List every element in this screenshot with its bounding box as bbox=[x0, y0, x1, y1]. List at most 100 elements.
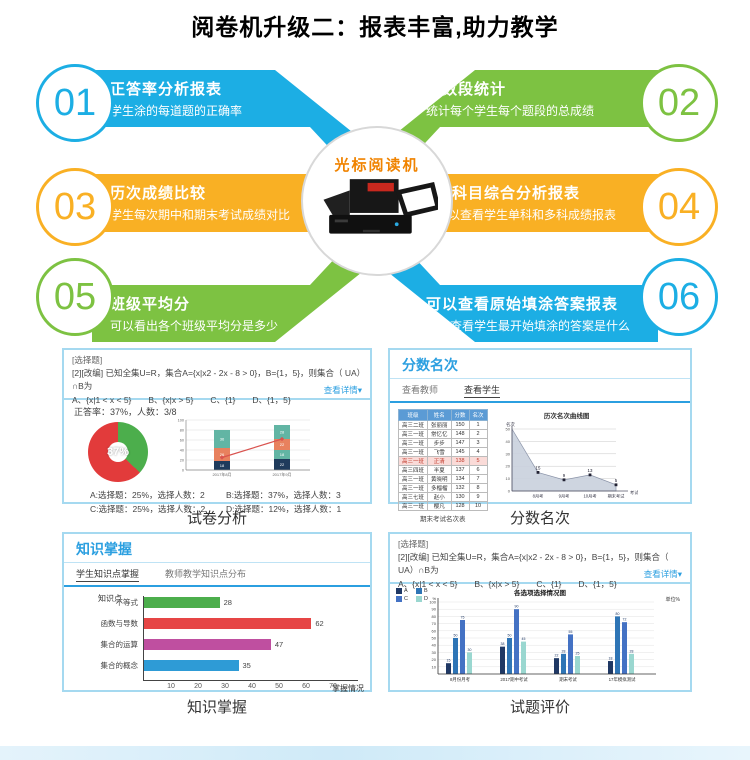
svg-text:40: 40 bbox=[505, 439, 510, 444]
svg-text:70: 70 bbox=[432, 621, 437, 626]
svg-text:26: 26 bbox=[220, 452, 225, 457]
rank-table-caption: 期末考试名次表 bbox=[420, 516, 466, 523]
svg-text:40: 40 bbox=[180, 448, 184, 452]
svg-text:10月考: 10月考 bbox=[583, 494, 596, 500]
tab-student-knowledge[interactable]: 学生知识点掌握 bbox=[76, 567, 140, 582]
table-row: 高三一班 飞雪 145 4 bbox=[397, 447, 488, 457]
svg-text:38: 38 bbox=[501, 642, 505, 646]
question-options: A、{x|1 < x < 5} B、{x|x > 5} C、{1} D、{1，5… bbox=[72, 394, 291, 405]
question-body: [2][改编] 已知全集U=R，集合A={x|x2 - 2x - 8 > 0}，… bbox=[72, 368, 361, 392]
svg-text:22: 22 bbox=[280, 442, 285, 447]
callout-desc: 学生涂的每道题的正确率 bbox=[110, 104, 243, 118]
callout-title: 分数段统计 bbox=[426, 81, 507, 98]
rank-table: 班级 姓名 分数 名次 高三二班 张丽丽 150 1 高三一班 常忆忆 148 2 高三一班 步步 147 3… bbox=[397, 409, 488, 511]
rank-table-wrap: 班级 姓名 分数 名次 高三二班 张丽丽 150 1 高三一班 常忆忆 148 2 高三一班 步步 147 3… bbox=[397, 409, 488, 523]
knowledge-heading: 知识掌握 bbox=[64, 534, 370, 563]
legend-swatch bbox=[415, 596, 422, 602]
svg-text:22: 22 bbox=[555, 654, 559, 658]
view-detail-link[interactable]: 查看详情▾ bbox=[323, 384, 362, 395]
svg-text:80: 80 bbox=[616, 612, 620, 616]
rank-chart-wrap: 历次名次曲线图 0 10 20 30 40 50 15 8月考 9 9月考 13 10月考 5 期末考试 名… bbox=[496, 409, 647, 523]
svg-text:30: 30 bbox=[432, 650, 437, 655]
svg-text:22: 22 bbox=[280, 462, 285, 467]
exam-charts-row: 37% 0 20 40 60 80 100 18 26 36 2017年8月 22 18 22 28 201… bbox=[64, 418, 370, 484]
panel-caption-knowledge: 知识掌握 bbox=[186, 699, 247, 716]
svg-text:18: 18 bbox=[609, 657, 613, 661]
callout-number-01: 01 bbox=[36, 64, 114, 142]
question-tag: [选择题] bbox=[72, 355, 103, 365]
svg-text:50: 50 bbox=[454, 634, 458, 638]
svg-text:17年模拟测试: 17年模拟测试 bbox=[609, 676, 636, 683]
callout-title: 全科目综合分析报表 bbox=[436, 185, 581, 202]
knowledge-x-tick: 40 bbox=[248, 683, 256, 690]
svg-text:40: 40 bbox=[432, 643, 437, 648]
callout-desc: 可以查看学生最开始填涂的答案是什么 bbox=[426, 319, 631, 333]
rank-content: 班级 姓名 分数 名次 高三二班 张丽丽 150 1 高三一班 常忆忆 148 2 高三一班 步步 147 3… bbox=[390, 403, 690, 523]
table-row: 高三一班 黄晓明 134 7 bbox=[397, 474, 488, 484]
svg-text:18: 18 bbox=[220, 463, 225, 468]
knowledge-bars: 不等式 28 函数与导数 62 集合的运算 47 集合的概念 35 bbox=[101, 596, 358, 671]
knowledge-bar-value: 28 bbox=[223, 597, 232, 607]
panel-caption-rank: 分数名次 bbox=[509, 510, 570, 527]
table-row: 高三一班 步步 147 3 bbox=[397, 438, 488, 448]
panel-caption-eval: 试题评价 bbox=[509, 699, 570, 716]
panel-knowledge: 知识掌握 学生知识点掌握 教师教学知识点分布 知识点 不等式 28 函数与导数 … bbox=[62, 532, 372, 693]
svg-text:20: 20 bbox=[432, 657, 437, 662]
rank-col-header: 姓名 bbox=[427, 409, 452, 421]
svg-text:10: 10 bbox=[432, 664, 437, 669]
svg-text:20: 20 bbox=[505, 464, 510, 469]
tab-teacher-knowledge[interactable]: 教师教学知识点分布 bbox=[165, 569, 247, 579]
legend-item: A:选择题：25%，选择人数：2 bbox=[90, 490, 205, 500]
rank-col-header: 名次 bbox=[468, 409, 488, 421]
svg-text:9月考: 9月考 bbox=[558, 494, 569, 500]
svg-text:90: 90 bbox=[515, 605, 519, 609]
svg-text:30: 30 bbox=[505, 451, 510, 456]
page-title: 阅卷机升级二：报表丰富,助力教学 bbox=[191, 14, 559, 40]
knowledge-bar-label: 函数与导数 bbox=[100, 618, 139, 628]
knowledge-x-tick: 60 bbox=[302, 683, 310, 690]
svg-text:100: 100 bbox=[178, 418, 184, 422]
table-row: 高三一班 常忆忆 148 2 bbox=[397, 429, 488, 439]
rank-col-header: 分数 bbox=[450, 409, 470, 421]
stacked-bar-chart: 0 20 40 60 80 100 18 26 36 2017年8月 22 18 22 28 2017年9月 bbox=[170, 415, 326, 490]
svg-text:60: 60 bbox=[180, 438, 184, 442]
svg-text:28: 28 bbox=[630, 649, 634, 653]
callout-desc: 学生每次期中和期末考试成绩对比 bbox=[110, 208, 291, 222]
knowledge-x-tick: 50 bbox=[275, 683, 283, 690]
legend-item: D:选择题：12%，选择人数：1 bbox=[226, 504, 342, 515]
pie-chart: 37% bbox=[88, 422, 148, 482]
svg-text:75: 75 bbox=[461, 616, 465, 620]
panel-caption-exam: 试卷分析 bbox=[186, 510, 247, 527]
knowledge-bar-row: 集合的运算 47 bbox=[101, 638, 358, 650]
knowledge-x-tick: 10 bbox=[167, 683, 175, 690]
svg-text:%: % bbox=[432, 596, 436, 601]
knowledge-bar bbox=[144, 638, 271, 650]
callout-title: 班级平均分 bbox=[110, 296, 191, 313]
question-options: A、{x|1 < x < 5} B、{x|x > 5} C、{1} D、{1，5… bbox=[398, 578, 617, 589]
callout-number-06: 06 bbox=[640, 258, 718, 336]
tab-view-student[interactable]: 查看学生 bbox=[464, 383, 501, 398]
callout-title: 可以查看原始填涂答案报表 bbox=[426, 296, 619, 313]
svg-text:100: 100 bbox=[429, 600, 436, 605]
panel-exam-analysis: [选择题] [2][改编] 已知全集U=R，集合A={x|x2 - 2x - 8… bbox=[62, 348, 372, 514]
svg-text:45: 45 bbox=[522, 637, 526, 641]
knowledge-bar bbox=[144, 659, 239, 671]
knowledge-x-tick: 20 bbox=[194, 683, 202, 690]
rank-tabs: 查看教师 查看学生 bbox=[390, 379, 690, 403]
view-detail-link[interactable]: 查看详情▾ bbox=[643, 568, 682, 579]
svg-text:8月份月考: 8月份月考 bbox=[450, 676, 471, 683]
knowledge-tabs: 学生知识点掌握 教师教学知识点分布 bbox=[64, 563, 370, 587]
knowledge-bar-label: 不等式 bbox=[115, 597, 139, 607]
svg-text:期末考试: 期末考试 bbox=[559, 676, 577, 683]
eval-legend-item: C bbox=[396, 596, 408, 602]
table-row: 高三七班 赵小 130 9 bbox=[397, 492, 488, 502]
tab-view-teacher[interactable]: 查看教师 bbox=[402, 385, 439, 395]
knowledge-bar-row: 集合的概念 35 bbox=[101, 659, 358, 671]
svg-text:9: 9 bbox=[562, 473, 565, 478]
svg-text:2017年8月: 2017年8月 bbox=[212, 471, 231, 477]
eval-legend-item: A bbox=[396, 588, 408, 594]
legend-item: C:选择题：25%，选择人数：2 bbox=[90, 504, 206, 515]
svg-text:18: 18 bbox=[280, 452, 285, 457]
question-tag: [选择题] bbox=[398, 539, 429, 549]
